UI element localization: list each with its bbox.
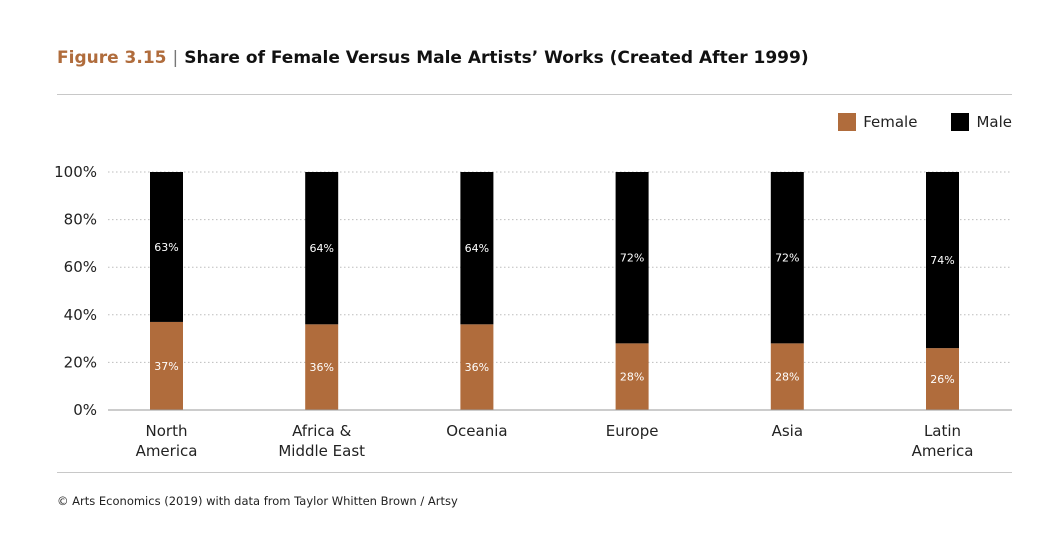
y-tick-label: 60% — [64, 258, 97, 276]
bar-female — [770, 343, 804, 410]
data-label: 74% — [930, 254, 954, 267]
bar-female — [615, 343, 649, 410]
chart-title: Figure 3.15 | Share of Female Versus Male … — [57, 48, 809, 68]
legend-swatch-male — [951, 113, 970, 131]
data-label: 37% — [154, 360, 178, 373]
bar-male — [305, 172, 339, 325]
chart-legend: Female Male — [804, 113, 1012, 131]
y-tick-label: 20% — [64, 353, 97, 371]
bar-male — [926, 172, 959, 349]
y-tick-label: 0% — [73, 401, 97, 419]
legend-item-female: Female — [838, 113, 917, 131]
data-label: 72% — [775, 252, 799, 265]
figure-title: Share of Female Versus Male Artists’ Wor… — [184, 48, 809, 68]
bar-male — [615, 172, 649, 344]
bar-male — [150, 172, 183, 322]
x-tick-label: Latin America — [912, 422, 974, 460]
y-tick-label: 100% — [54, 163, 97, 181]
bar-female — [460, 324, 494, 410]
figure-number: Figure 3.15 — [57, 48, 167, 68]
data-label: 28% — [775, 371, 799, 384]
legend-swatch-female — [838, 113, 857, 131]
x-tick-label: Africa & Middle East — [278, 422, 365, 460]
bar-male — [460, 172, 494, 325]
x-tick-label: Oceania — [446, 422, 507, 440]
data-label: 64% — [309, 242, 333, 255]
bar-female — [926, 348, 959, 410]
data-label: 64% — [465, 242, 489, 255]
data-label: 26% — [930, 373, 954, 386]
source-note: © Arts Economics (2019) with data from T… — [57, 494, 458, 508]
bar-female — [305, 324, 339, 410]
legend-item-male: Male — [951, 113, 1012, 131]
bar-female — [150, 321, 183, 410]
x-tick-label: Europe — [606, 422, 659, 440]
data-label: 28% — [620, 371, 644, 384]
legend-label-male: Male — [976, 113, 1012, 131]
bar-male — [770, 172, 804, 344]
legend-label-female: Female — [863, 113, 918, 131]
y-tick-label: 40% — [64, 306, 97, 324]
title-separator: | — [172, 48, 179, 68]
bottom-rule — [57, 472, 1012, 473]
top-rule — [57, 94, 1012, 95]
data-label: 36% — [309, 361, 333, 374]
data-label: 36% — [465, 361, 489, 374]
x-tick-label: Asia — [772, 422, 803, 440]
data-label: 72% — [620, 252, 644, 265]
x-tick-label: North America — [136, 422, 198, 460]
y-tick-label: 80% — [64, 211, 97, 229]
data-label: 63% — [154, 241, 178, 254]
